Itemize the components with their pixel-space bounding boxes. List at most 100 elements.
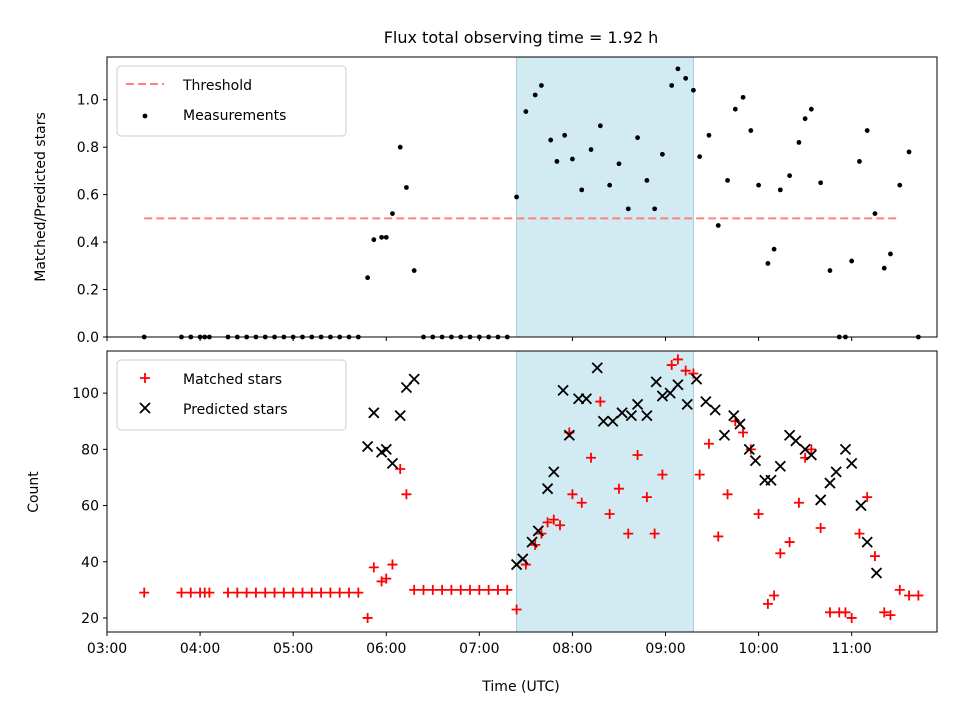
- predicted-star-point: [641, 409, 653, 422]
- predicted-star-point: [656, 390, 669, 402]
- measurement-point: [756, 182, 761, 188]
- predicted-star-point: [830, 466, 842, 478]
- matched-star-point: [427, 584, 438, 595]
- y-tick-label: 100: [72, 386, 99, 402]
- matched-star-point: [241, 587, 252, 598]
- matched-star-point: [288, 587, 299, 598]
- measurement-point: [683, 75, 689, 81]
- matched-star-point: [885, 610, 896, 621]
- measurement-point: [635, 135, 640, 141]
- matched-star-point: [576, 497, 587, 508]
- legend: Matched stars Predicted stars: [116, 359, 347, 431]
- matched-star-point: [511, 604, 522, 615]
- matched-star-point: [793, 497, 804, 508]
- predicted-star-point: [580, 393, 593, 405]
- measurement-point: [390, 211, 395, 217]
- x-axis-label: Time (UTC): [481, 679, 559, 695]
- legend-matched-swatch: [140, 373, 150, 383]
- x-tick-label: 07:00: [459, 641, 499, 657]
- observing-window-span: [516, 350, 694, 633]
- predicted-star-point: [749, 454, 762, 467]
- measurement-point: [706, 132, 712, 138]
- matched-star-point: [904, 590, 915, 601]
- predicted-star-point: [846, 457, 858, 470]
- predicted-star-point: [616, 407, 628, 419]
- measurement-point: [802, 116, 808, 122]
- predicted-star-point: [408, 373, 420, 385]
- predicted-star-point: [861, 536, 873, 548]
- predicted-star-point: [394, 409, 406, 422]
- matched-star-point: [657, 469, 668, 480]
- predicted-star-point: [824, 477, 836, 489]
- matched-star-point: [862, 492, 873, 503]
- measurement-point: [827, 268, 833, 273]
- predicted-star-point: [650, 376, 662, 388]
- matched-star-point: [353, 587, 364, 598]
- matched-star-point: [762, 598, 773, 609]
- y-tick-label: 20: [81, 611, 99, 627]
- matched-star-point: [260, 587, 271, 598]
- predicted-star-point: [700, 395, 712, 408]
- x-tick-label: 10:00: [738, 641, 778, 657]
- matched-star-point: [894, 584, 905, 595]
- matched-star-point: [595, 396, 606, 407]
- measurement-point: [732, 106, 738, 112]
- predicted-star-point: [815, 494, 827, 506]
- measurement-point: [371, 237, 377, 243]
- measurement-point: [554, 159, 560, 164]
- measurement-point: [725, 177, 730, 183]
- y-tick-label: 0.4: [77, 235, 99, 251]
- plot-frame: [106, 56, 938, 338]
- measurement-point: [697, 154, 703, 160]
- predicted-star-point: [563, 429, 575, 441]
- predicted-star-point: [591, 362, 603, 374]
- predicted-star-point: [734, 418, 746, 430]
- x-tick-label: 05:00: [273, 641, 313, 657]
- y-tick-label: 0.0: [77, 330, 99, 346]
- matched-star-point: [334, 587, 345, 598]
- measurement-point: [660, 151, 665, 157]
- measurement-point: [607, 182, 613, 188]
- matched-star-point: [474, 584, 485, 595]
- series-measurements: [141, 66, 921, 340]
- matched-star-point: [840, 607, 851, 618]
- measurement-point: [616, 161, 622, 167]
- matched-star-point: [672, 354, 683, 365]
- predicted-star-point: [380, 443, 392, 455]
- predicted-star-point: [548, 466, 560, 478]
- predicted-star-point: [839, 443, 852, 455]
- measurement-point: [748, 128, 754, 133]
- measurement-point: [881, 265, 887, 271]
- matched-star-point: [694, 469, 705, 480]
- measurement-point: [579, 187, 585, 193]
- measurement-point: [669, 83, 675, 88]
- matched-star-point: [913, 590, 924, 601]
- matched-star-point: [806, 444, 817, 455]
- measurement-point: [872, 211, 878, 217]
- predicted-star-point: [855, 499, 867, 512]
- predicted-star-point: [532, 525, 544, 537]
- predicted-star-point: [607, 415, 619, 427]
- measurement-point: [532, 92, 538, 98]
- y-tick-label: 80: [81, 442, 99, 458]
- matched-star-point: [437, 584, 448, 595]
- predicted-star-point: [541, 483, 554, 495]
- matched-star-point: [368, 562, 379, 573]
- matched-star-point: [548, 514, 559, 525]
- matched-star-point: [722, 489, 733, 500]
- y-tick-label: 0.8: [77, 140, 99, 156]
- legend-label: Measurements: [183, 108, 286, 124]
- x-tick-label: 09:00: [645, 641, 685, 657]
- measurement-point: [411, 268, 417, 273]
- measurement-point: [818, 180, 824, 186]
- legend-label: Predicted stars: [183, 402, 288, 418]
- matched-star-point: [418, 584, 429, 595]
- measurement-point: [597, 123, 603, 129]
- predicted-star-point: [386, 457, 399, 470]
- series-predicted-stars: [361, 362, 883, 579]
- measurement-point: [625, 206, 631, 212]
- bottom-y-axis-label: Count: [26, 471, 42, 513]
- measurement-point: [538, 83, 544, 88]
- matched-star-point: [387, 559, 398, 570]
- predicted-star-point: [526, 536, 538, 548]
